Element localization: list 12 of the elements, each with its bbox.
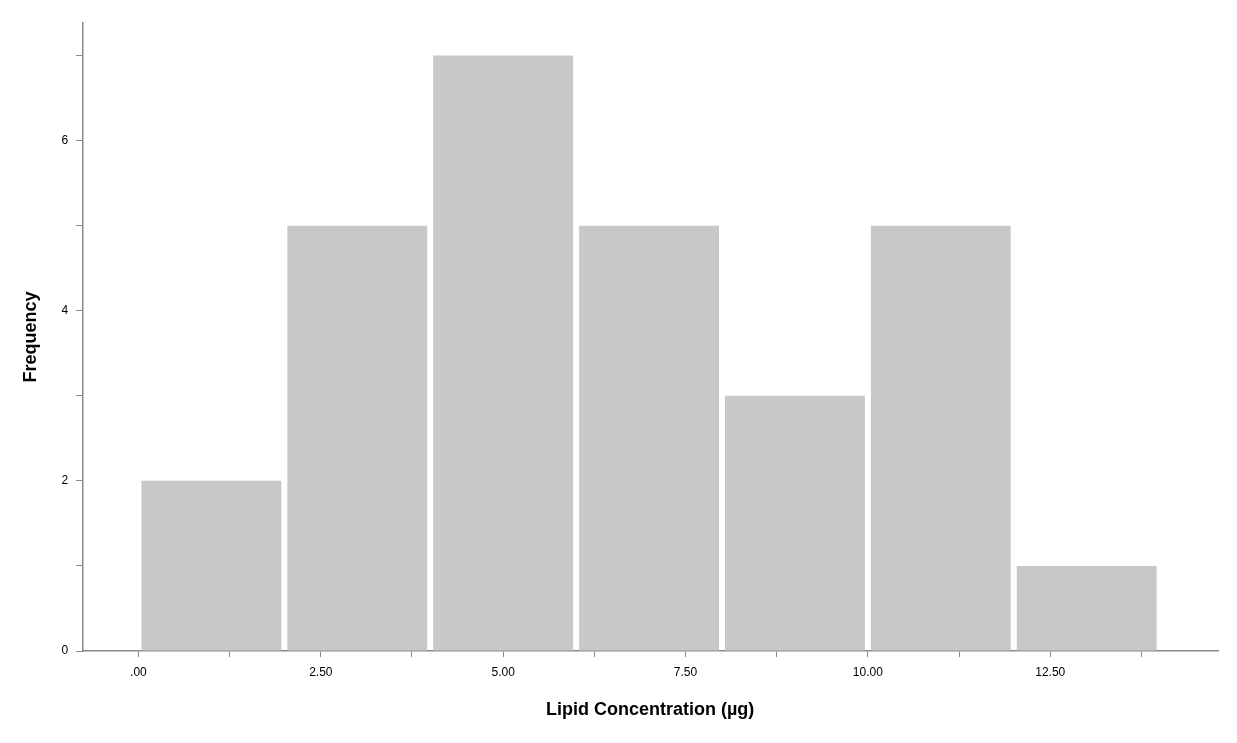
y-tick-label: 2 (61, 473, 69, 488)
x-tick-label: 10.00 (852, 664, 884, 679)
y-tick-label: 4 (61, 303, 69, 318)
x-tick-label: .00 (130, 664, 148, 679)
x-tick-label: 12.50 (1035, 664, 1066, 679)
y-tick-label: 0 (61, 643, 69, 658)
x-tick-label: 2.50 (309, 664, 333, 679)
y-tick-label: 6 (61, 132, 69, 147)
x-axis-title: Lipid Concentration (µg) (545, 699, 755, 720)
y-axis-title: Frequency (19, 291, 40, 383)
x-tick-label: 7.50 (673, 664, 698, 679)
x-tick-label: 5.00 (491, 664, 516, 679)
